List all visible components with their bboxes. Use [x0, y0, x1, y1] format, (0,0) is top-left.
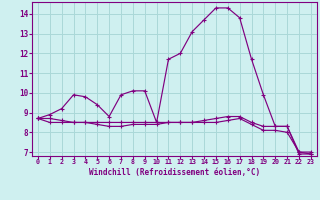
X-axis label: Windchill (Refroidissement éolien,°C): Windchill (Refroidissement éolien,°C)	[89, 168, 260, 177]
